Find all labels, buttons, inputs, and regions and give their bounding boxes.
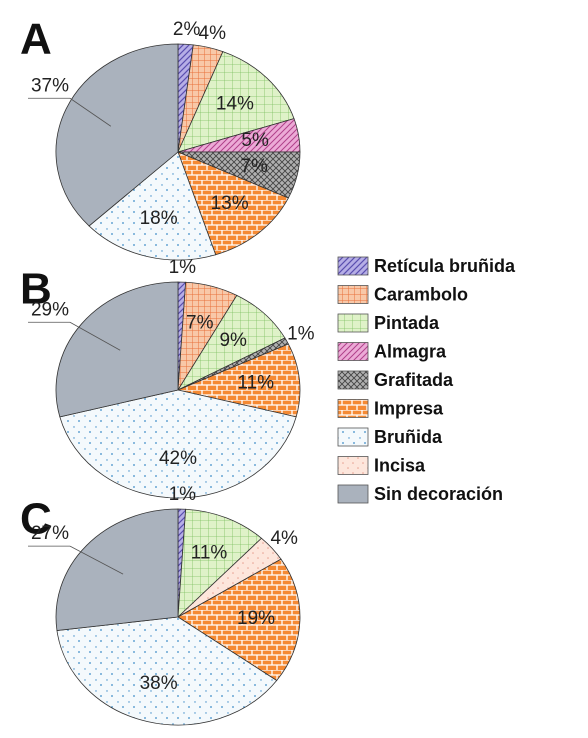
legend-label: Bruñida [374, 427, 443, 447]
data-label: 29% [31, 299, 69, 320]
data-label: 9% [219, 330, 247, 351]
pie-slice [55, 43, 179, 227]
data-label: 37% [31, 75, 69, 96]
pie-title: B [20, 265, 52, 314]
pie-slice [55, 508, 179, 631]
legend-swatch [337, 370, 369, 390]
pie-slice [177, 151, 289, 256]
pie-slice [59, 389, 297, 499]
pie-slice [176, 343, 301, 418]
data-label: 7% [186, 313, 214, 334]
leader-line [69, 97, 112, 127]
leader-line [69, 321, 121, 351]
pie-slice [55, 281, 179, 418]
legend-label: Almagra [374, 341, 447, 361]
pie-slice [56, 616, 278, 726]
legend-label: Incisa [374, 455, 426, 475]
legend-swatch [337, 285, 369, 304]
legend-label: Grafitada [374, 370, 454, 390]
data-label: 5% [241, 130, 269, 151]
legend-swatch [337, 427, 369, 447]
legend-swatch [337, 313, 369, 333]
data-label: 11% [237, 373, 274, 394]
data-label: 7% [240, 156, 268, 177]
data-label: 14% [216, 94, 254, 115]
legend-swatch [337, 484, 369, 504]
data-label: 1% [287, 324, 315, 345]
legend-label: Impresa [374, 398, 444, 418]
legend-label: Carambolo [374, 284, 468, 304]
data-label: 42% [159, 448, 197, 469]
legend-swatch [337, 456, 369, 475]
data-label: 27% [31, 523, 69, 544]
pie-title: C [20, 495, 52, 544]
data-label: 18% [140, 208, 178, 229]
data-label: 11% [191, 543, 228, 564]
legend-swatch [337, 256, 369, 276]
data-label: 4% [270, 528, 298, 549]
data-label: 2% [173, 19, 201, 40]
legend-swatch [337, 342, 369, 361]
data-label: 4% [199, 23, 227, 44]
legend-label: Sin decoración [374, 484, 503, 504]
pie-slice [88, 151, 217, 261]
data-label: 1% [169, 484, 197, 505]
leader-line [69, 545, 124, 575]
data-label: 19% [237, 608, 275, 629]
pie-slice [177, 508, 263, 618]
data-label: 38% [140, 673, 178, 694]
legend-label: Pintada [374, 313, 440, 333]
data-label: 13% [211, 193, 249, 214]
data-label: 1% [169, 257, 197, 278]
pie-title: A [20, 15, 52, 64]
legend-swatch [337, 399, 369, 418]
pie-slice [177, 558, 301, 682]
legend-label: Retícula bruñida [374, 256, 516, 276]
